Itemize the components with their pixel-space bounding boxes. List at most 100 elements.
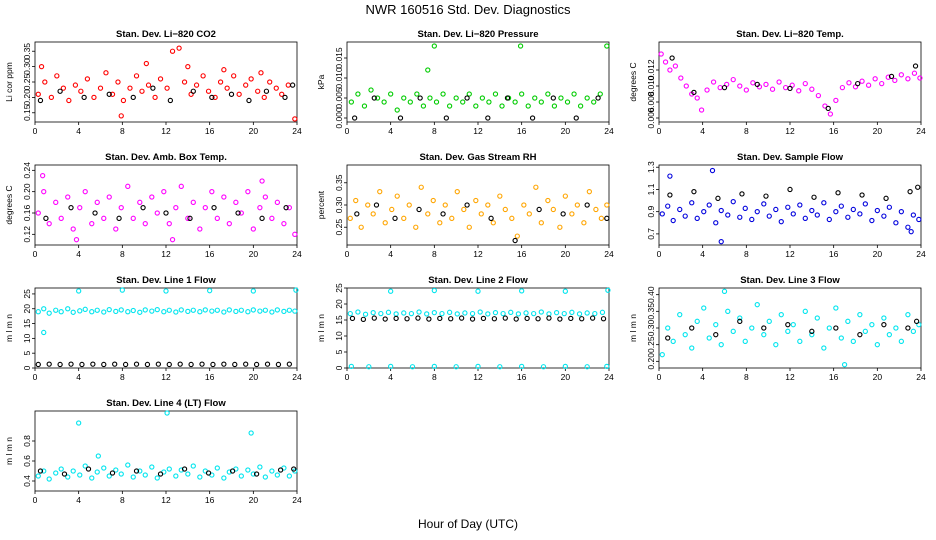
data-point (394, 193, 400, 199)
data-point (571, 91, 577, 97)
x-tick-label: 16 (517, 126, 527, 136)
data-point (425, 67, 431, 73)
chart-title: Stan. Dev. Li−820 Temp. (736, 29, 844, 40)
data-point (862, 201, 868, 207)
data-point (389, 206, 395, 213)
data-point (39, 173, 46, 179)
y-tick-label: 10 (22, 333, 32, 343)
series-secondary (37, 82, 296, 104)
data-point (787, 186, 793, 193)
y-tick-label: 25 (22, 289, 32, 299)
data-point (827, 111, 834, 117)
data-point (66, 97, 72, 104)
data-point (163, 288, 169, 294)
data-point (103, 70, 109, 76)
y-tick-label: 0.40 (646, 286, 656, 303)
data-point (473, 103, 479, 109)
x-tick-label: 24 (916, 126, 926, 136)
data-point (915, 184, 921, 190)
plot-frame (34, 410, 298, 492)
data-point (358, 224, 364, 230)
data-point (377, 189, 383, 195)
data-point (144, 361, 151, 368)
data-point (188, 361, 194, 368)
data-point (37, 468, 44, 474)
data-point (58, 215, 64, 221)
data-point (226, 307, 232, 313)
data-point (228, 91, 235, 97)
data-point (120, 97, 127, 104)
data-point (845, 214, 851, 220)
data-point (197, 226, 203, 232)
x-tick-label: 16 (205, 372, 215, 382)
data-point (577, 103, 584, 109)
data-point (905, 312, 911, 318)
data-point (717, 84, 723, 91)
x-tick-label: 20 (561, 372, 571, 382)
data-point (355, 309, 361, 315)
x-tick-label: 20 (561, 249, 571, 259)
data-point (826, 325, 832, 331)
y-axis-label: m l m n (628, 314, 638, 342)
data-point (797, 202, 803, 208)
data-point (58, 309, 64, 315)
data-point (245, 189, 251, 195)
data-point (749, 216, 755, 223)
y-tick-label: 0.8 (22, 435, 32, 447)
data-point (142, 307, 148, 313)
data-point (354, 211, 360, 217)
data-point (197, 309, 203, 315)
data-point (161, 309, 167, 315)
y-tick-label: 0.15 (22, 104, 32, 121)
series-secondary (37, 466, 297, 477)
data-point (564, 99, 571, 105)
data-point (446, 103, 453, 109)
x-tick-label: 24 (292, 495, 302, 505)
x-tick-label: 12 (161, 249, 171, 259)
x-tick-label: 4 (700, 126, 705, 136)
data-point (176, 45, 182, 51)
data-point (408, 310, 415, 317)
x-tick-label: 12 (473, 126, 483, 136)
data-point (597, 91, 603, 97)
data-point (65, 194, 71, 200)
data-point (152, 94, 158, 101)
data-point (557, 224, 563, 230)
x-tick-label: 16 (205, 249, 215, 259)
y-axis-label: m l m n (316, 314, 326, 342)
data-point (905, 76, 911, 82)
data-point (701, 209, 707, 215)
series-primary (347, 287, 611, 370)
data-point (492, 309, 499, 316)
data-point (845, 318, 851, 324)
data-point (568, 315, 574, 322)
x-tick-label: 16 (517, 372, 527, 382)
data-point (282, 94, 288, 101)
series-primary (658, 51, 923, 117)
data-point (560, 211, 566, 217)
data-point (475, 363, 481, 370)
data-point (545, 91, 551, 97)
data-point (694, 95, 700, 101)
series-primary (347, 184, 610, 239)
data-point (546, 311, 552, 317)
x-tick-label: 8 (744, 249, 749, 259)
data-point (145, 82, 152, 88)
data-point (101, 309, 107, 315)
data-point (292, 308, 298, 314)
y-tick-label: 10 (334, 331, 344, 341)
data-point (250, 226, 256, 232)
x-tick-label: 20 (873, 126, 883, 136)
data-point (557, 316, 563, 322)
data-point (881, 322, 887, 328)
data-point (515, 311, 522, 317)
data-point (665, 335, 671, 341)
y-tick-label: 0.12 (22, 226, 32, 243)
x-tick-label: 4 (388, 126, 393, 136)
data-point (689, 325, 695, 331)
data-point (221, 67, 227, 73)
data-point (89, 221, 95, 227)
x-tick-label: 8 (120, 495, 125, 505)
data-point (905, 325, 911, 331)
data-point (718, 239, 724, 245)
